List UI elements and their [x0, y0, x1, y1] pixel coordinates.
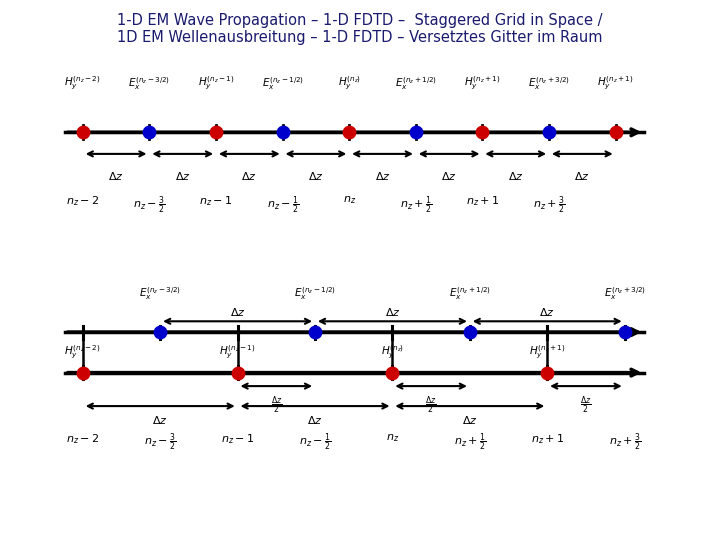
Text: $\frac{\Delta z}{2}$: $\frac{\Delta z}{2}$ — [580, 394, 592, 416]
Text: $\frac{\Delta z}{2}$: $\frac{\Delta z}{2}$ — [271, 394, 282, 416]
Text: $\Delta z$: $\Delta z$ — [153, 414, 168, 426]
Text: $\Delta z$: $\Delta z$ — [575, 170, 590, 182]
Text: $E_x^{(n_z+1/2)}$: $E_x^{(n_z+1/2)}$ — [395, 75, 437, 92]
Text: $E_x^{(n_z-3/2)}$: $E_x^{(n_z-3/2)}$ — [139, 286, 181, 302]
Text: $n_z-\frac{3}{2}$: $n_z-\frac{3}{2}$ — [144, 432, 176, 454]
Text: $\Delta z$: $\Delta z$ — [462, 414, 477, 426]
Text: $H_y^{(n_z-2)}$: $H_y^{(n_z-2)}$ — [65, 343, 101, 361]
Text: $H_y^{(n_z-2)}$: $H_y^{(n_z-2)}$ — [65, 75, 101, 92]
Text: $E_x^{(n_z+1/2)}$: $E_x^{(n_z+1/2)}$ — [449, 286, 491, 302]
Text: $n_z+\frac{1}{2}$: $n_z+\frac{1}{2}$ — [400, 194, 432, 216]
Text: $E_x^{(n_z-1/2)}$: $E_x^{(n_z-1/2)}$ — [294, 286, 336, 302]
Text: $n_z+\frac{1}{2}$: $n_z+\frac{1}{2}$ — [454, 432, 486, 454]
Text: $n_z$: $n_z$ — [343, 194, 356, 206]
Text: $\Delta z$: $\Delta z$ — [441, 170, 457, 182]
Text: $E_x^{(n_z-3/2)}$: $E_x^{(n_z-3/2)}$ — [128, 75, 171, 92]
Text: $H_y^{(n_z)}$: $H_y^{(n_z)}$ — [381, 343, 404, 361]
Text: 1D EM Wellenausbreitung – 1-D FDTD – Versetztes Gitter im Raum: 1D EM Wellenausbreitung – 1-D FDTD – Ver… — [117, 30, 603, 45]
Text: $H_y^{(n_z-1)}$: $H_y^{(n_z-1)}$ — [198, 75, 234, 92]
Text: $n_z$: $n_z$ — [386, 432, 399, 444]
Text: $n_z+1$: $n_z+1$ — [466, 194, 499, 208]
Text: $n_z-2$: $n_z-2$ — [66, 432, 99, 446]
Text: $E_x^{(n_z+3/2)}$: $E_x^{(n_z+3/2)}$ — [603, 286, 646, 302]
Text: $n_z-\frac{1}{2}$: $n_z-\frac{1}{2}$ — [266, 194, 299, 216]
Text: $n_z-\frac{3}{2}$: $n_z-\frac{3}{2}$ — [133, 194, 166, 216]
Text: $n_z+\frac{3}{2}$: $n_z+\frac{3}{2}$ — [533, 194, 565, 216]
Text: $E_x^{(n_z+3/2)}$: $E_x^{(n_z+3/2)}$ — [528, 75, 570, 92]
Text: $n_z-1$: $n_z-1$ — [199, 194, 233, 208]
Text: $\frac{\Delta z}{2}$: $\frac{\Delta z}{2}$ — [426, 394, 437, 416]
Text: $\Delta z$: $\Delta z$ — [230, 306, 246, 318]
Text: $\Delta z$: $\Delta z$ — [374, 170, 390, 182]
Text: $H_y^{(n_z)}$: $H_y^{(n_z)}$ — [338, 75, 361, 92]
Text: $\Delta z$: $\Delta z$ — [539, 306, 555, 318]
Text: $n_z+\frac{3}{2}$: $n_z+\frac{3}{2}$ — [608, 432, 641, 454]
Text: $\Delta z$: $\Delta z$ — [508, 170, 523, 182]
Text: $\Delta z$: $\Delta z$ — [307, 414, 323, 426]
Text: $H_y^{(n_z-1)}$: $H_y^{(n_z-1)}$ — [220, 343, 256, 361]
Text: $\Delta z$: $\Delta z$ — [308, 170, 324, 182]
Text: $n_z-1$: $n_z-1$ — [221, 432, 254, 446]
Text: $\Delta z$: $\Delta z$ — [241, 170, 257, 182]
Text: $E_x^{(n_z-1/2)}$: $E_x^{(n_z-1/2)}$ — [261, 75, 304, 92]
Text: $n_z-\frac{1}{2}$: $n_z-\frac{1}{2}$ — [299, 432, 331, 454]
Text: 1-D EM Wave Propagation – 1-D FDTD –  Staggered Grid in Space /: 1-D EM Wave Propagation – 1-D FDTD – Sta… — [117, 14, 603, 29]
Text: $H_y^{(n_z+1)}$: $H_y^{(n_z+1)}$ — [464, 75, 500, 92]
Text: $n_z-2$: $n_z-2$ — [66, 194, 99, 208]
Text: $H_y^{(n_z+1)}$: $H_y^{(n_z+1)}$ — [529, 343, 565, 361]
Text: $H_y^{(n_z+1)}$: $H_y^{(n_z+1)}$ — [598, 75, 634, 92]
Text: $\Delta z$: $\Delta z$ — [108, 170, 124, 182]
Text: $\Delta z$: $\Delta z$ — [175, 170, 191, 182]
Text: $n_z+1$: $n_z+1$ — [531, 432, 564, 446]
Text: $\Delta z$: $\Delta z$ — [384, 306, 400, 318]
